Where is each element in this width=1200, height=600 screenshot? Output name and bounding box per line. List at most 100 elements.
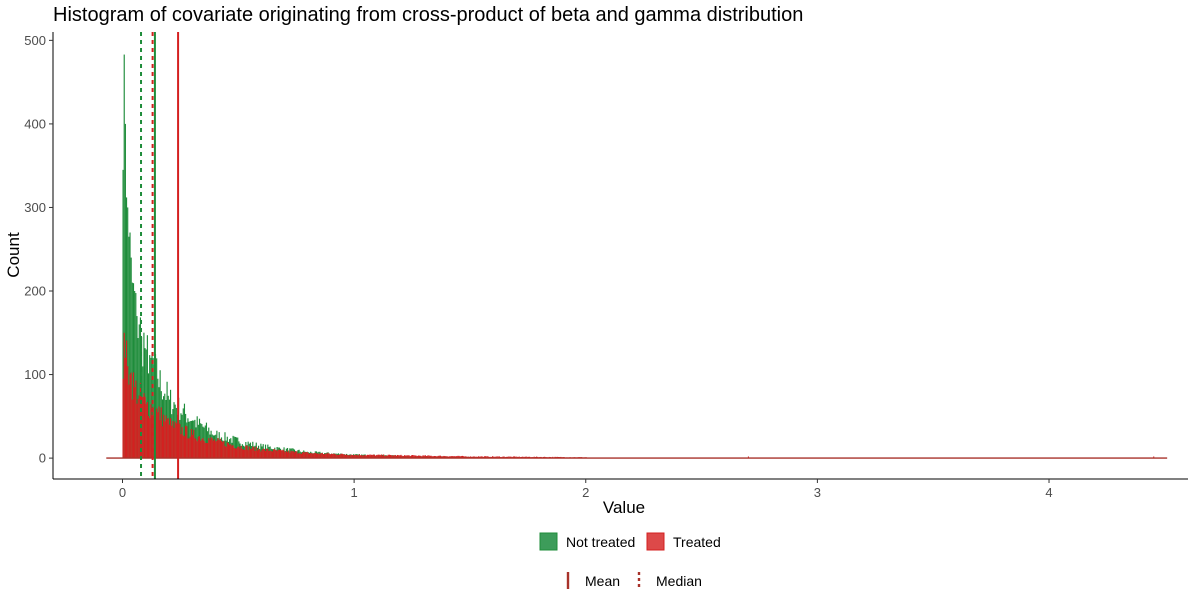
histogram-bar (187, 438, 189, 459)
histogram-bar (186, 426, 188, 459)
histogram-bar (303, 451, 305, 459)
histogram-bar (260, 443, 262, 459)
histogram-bar (295, 451, 297, 459)
histogram-bar (131, 282, 133, 459)
histogram-bar (181, 427, 183, 459)
histogram-bar (125, 197, 128, 459)
histogram-bar (381, 455, 384, 459)
histogram-bar (369, 454, 371, 459)
histogram-bar (344, 454, 347, 459)
histogram-bar (233, 447, 235, 459)
histogram-bar (253, 447, 255, 459)
histogram-bar (443, 455, 445, 459)
histogram-bar (408, 455, 410, 459)
histogram-bar (484, 456, 487, 459)
histogram-bar (314, 452, 316, 459)
histogram-bar (493, 456, 495, 459)
histogram-bar (274, 449, 276, 459)
histogram-bar (435, 456, 437, 459)
histogram-bar (209, 440, 211, 459)
histogram-bar (234, 436, 236, 459)
histogram-bar (513, 456, 516, 459)
histogram-bar (467, 456, 469, 459)
legend-swatch-treated (646, 532, 665, 551)
histogram-bar (123, 332, 125, 459)
histogram-bar (425, 456, 428, 459)
chart-title: Histogram of covariate originating from … (53, 4, 803, 26)
histogram-bar (237, 447, 239, 459)
histogram-bar (256, 450, 258, 459)
histogram-bar (414, 455, 416, 459)
histogram-bar (339, 454, 341, 459)
histogram-bar (469, 456, 472, 459)
histogram-bar (172, 421, 174, 459)
histogram-bar (317, 453, 319, 459)
histogram-bar (220, 441, 223, 459)
histogram-bar (343, 454, 345, 459)
histogram-bar (407, 455, 409, 459)
histogram-bar (306, 452, 308, 459)
histogram-bar (282, 449, 284, 459)
histogram-bar (130, 257, 132, 459)
histogram-bar (212, 440, 214, 459)
histogram-bar (420, 455, 422, 459)
legend-swatch-not-treated (539, 532, 558, 551)
histogram-bar (201, 439, 203, 459)
histogram-bar (127, 366, 129, 459)
histogram-bar (487, 456, 489, 459)
histogram-bar (350, 454, 352, 459)
histogram-bar (305, 452, 307, 459)
histogram-bar (454, 456, 457, 459)
histogram-bar (235, 448, 238, 459)
histogram-bar (436, 456, 438, 459)
histogram-bar (498, 456, 501, 459)
histogram-bar (358, 454, 360, 459)
x-axis-ticks: 0 1 2 3 4 (119, 479, 1053, 500)
histogram-bar (412, 455, 414, 459)
histogram-bar (352, 455, 355, 459)
histogram-bar (442, 456, 444, 459)
histogram-bar (392, 455, 394, 459)
histogram-bar (355, 454, 357, 459)
histogram-bar (311, 453, 313, 459)
histogram-bar (270, 451, 272, 459)
histogram-bar (398, 455, 400, 459)
histogram-bar (259, 449, 261, 459)
histogram-bar (241, 449, 243, 459)
histogram-bar (370, 454, 372, 459)
histogram-bar (747, 456, 749, 459)
histogram-bar (247, 441, 249, 459)
histogram-bar (277, 449, 279, 459)
histogram-bar (193, 429, 195, 459)
histogram-bar (424, 455, 426, 459)
legend-label-treated: Treated (673, 534, 721, 550)
histogram-bar (129, 232, 131, 459)
histogram-bar (371, 455, 373, 459)
histogram-bar (196, 416, 198, 459)
histogram-bar (146, 402, 148, 459)
histogram-bar (252, 446, 254, 459)
histogram-bar (183, 403, 186, 459)
histogram-bar (361, 455, 363, 459)
histogram-bar (533, 456, 535, 459)
histogram-bar (245, 445, 247, 459)
histogram-bar (313, 453, 315, 459)
histogram-bar (130, 372, 132, 459)
histogram-bar (190, 428, 192, 459)
histogram-bar (189, 436, 191, 459)
histogram-bar (135, 380, 137, 459)
histogram-bar (147, 373, 150, 459)
histogram-bar (438, 455, 440, 459)
histogram-bar (401, 455, 403, 459)
histogram-bar (183, 436, 186, 459)
histogram-bar (124, 123, 126, 459)
histogram-bar (308, 453, 311, 459)
histogram-bar (478, 456, 480, 459)
histogram-bar (182, 408, 184, 459)
histogram-bar (147, 415, 150, 459)
histogram-bar (219, 438, 221, 459)
histogram-bar (242, 449, 245, 459)
fill-legend: Not treated Treated (539, 532, 721, 551)
histogram-bar (351, 454, 353, 459)
